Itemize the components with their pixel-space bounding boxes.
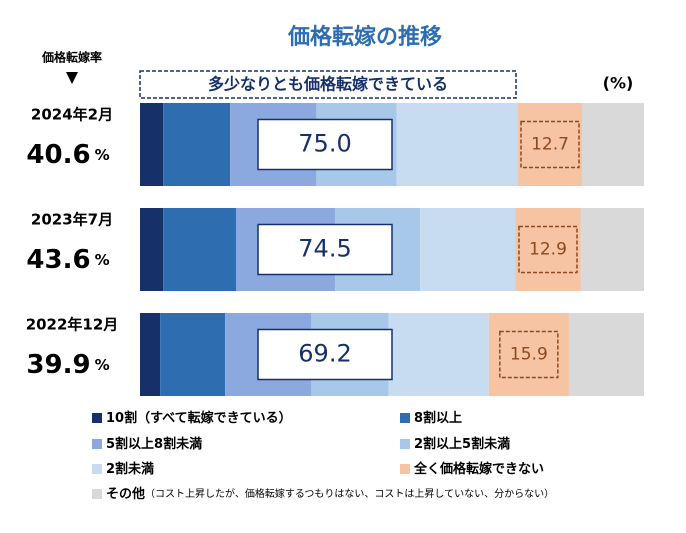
legend-swatch bbox=[400, 464, 410, 474]
data-label: 15.9 bbox=[510, 345, 548, 365]
label-box bbox=[518, 225, 578, 274]
legend-swatch bbox=[400, 413, 410, 423]
legend-label: 8割以上 bbox=[414, 410, 462, 426]
rate-unit: % bbox=[95, 356, 110, 374]
category-label: 2023年7月 bbox=[31, 211, 113, 229]
bar-segment bbox=[582, 103, 644, 186]
legend-swatch bbox=[92, 464, 102, 474]
total-box bbox=[257, 223, 393, 276]
legend-name: 10割（すべて転嫁できている） bbox=[106, 410, 292, 426]
data-label: 12.9 bbox=[529, 240, 567, 260]
legend-swatch bbox=[92, 413, 102, 423]
bar-segment bbox=[140, 103, 164, 186]
arrow bbox=[66, 72, 78, 84]
bar-segment bbox=[140, 313, 161, 396]
bar-segment bbox=[396, 103, 518, 186]
legend-label: その他（コスト上昇したが、価格転嫁するつもりはない、コストは上昇していない、分か… bbox=[106, 486, 554, 502]
bar-segment bbox=[568, 313, 644, 396]
legend-swatch bbox=[92, 489, 102, 499]
bar-segment bbox=[163, 208, 237, 291]
legend-label: 全く価格転嫁できない bbox=[413, 461, 544, 477]
legend-swatch bbox=[92, 439, 102, 449]
legend-name: 2割未満 bbox=[106, 461, 154, 477]
legend-note: （コスト上昇したが、価格転嫁するつもりはない、コストは上昇していない、分からない… bbox=[145, 487, 554, 500]
total-label: 69.2 bbox=[298, 340, 351, 368]
legend-name: 2割以上5割未満 bbox=[414, 436, 510, 452]
bar-segment bbox=[160, 313, 226, 396]
legend-label: 2割未満 bbox=[106, 461, 154, 477]
label-box bbox=[520, 120, 580, 169]
rate-unit: % bbox=[95, 146, 110, 164]
bar-segment bbox=[140, 208, 164, 291]
bar-segment bbox=[420, 208, 516, 291]
legend-label: 10割（すべて転嫁できている） bbox=[106, 410, 292, 426]
rate-number: 40.6 bbox=[26, 140, 90, 170]
rate-number: 39.9 bbox=[26, 350, 90, 380]
rate-value: 43.6% bbox=[26, 245, 109, 275]
chart-title: 価格転嫁の推移 bbox=[287, 24, 442, 50]
rate-header: 価格転嫁率 bbox=[41, 50, 102, 65]
total-box bbox=[257, 328, 393, 381]
category-label: 2024年2月 bbox=[31, 106, 113, 124]
total-label: 74.5 bbox=[298, 235, 351, 263]
total-box bbox=[257, 118, 393, 171]
unit-label: (%) bbox=[603, 74, 634, 93]
rate-number: 43.6 bbox=[26, 245, 90, 275]
rate-value: 40.6% bbox=[26, 140, 109, 170]
bar-segment bbox=[388, 313, 489, 396]
data-label: 12.7 bbox=[531, 135, 569, 155]
legend-swatch bbox=[400, 439, 410, 449]
bar-segment bbox=[580, 208, 644, 291]
total-label: 75.0 bbox=[298, 130, 351, 158]
banner-box bbox=[139, 70, 517, 99]
legend-label: 5割以上8割未満 bbox=[106, 436, 202, 452]
legend-label: 2割以上5割未満 bbox=[414, 436, 510, 452]
bar-segment bbox=[488, 313, 569, 396]
label-box bbox=[499, 330, 559, 379]
rate-unit: % bbox=[95, 251, 110, 269]
bar-segment bbox=[515, 208, 581, 291]
bar-segment bbox=[163, 103, 231, 186]
legend-name: 全く価格転嫁できない bbox=[413, 461, 544, 477]
legend-name: 5割以上8割未満 bbox=[106, 436, 202, 452]
rate-value: 39.9% bbox=[26, 350, 109, 380]
legend-name: 8割以上 bbox=[414, 410, 462, 426]
category-label: 2022年12月 bbox=[26, 316, 119, 334]
legend-name: その他 bbox=[106, 486, 145, 502]
bar-segment bbox=[518, 103, 583, 186]
banner: 多少なりとも価格転嫁できている bbox=[208, 75, 448, 94]
